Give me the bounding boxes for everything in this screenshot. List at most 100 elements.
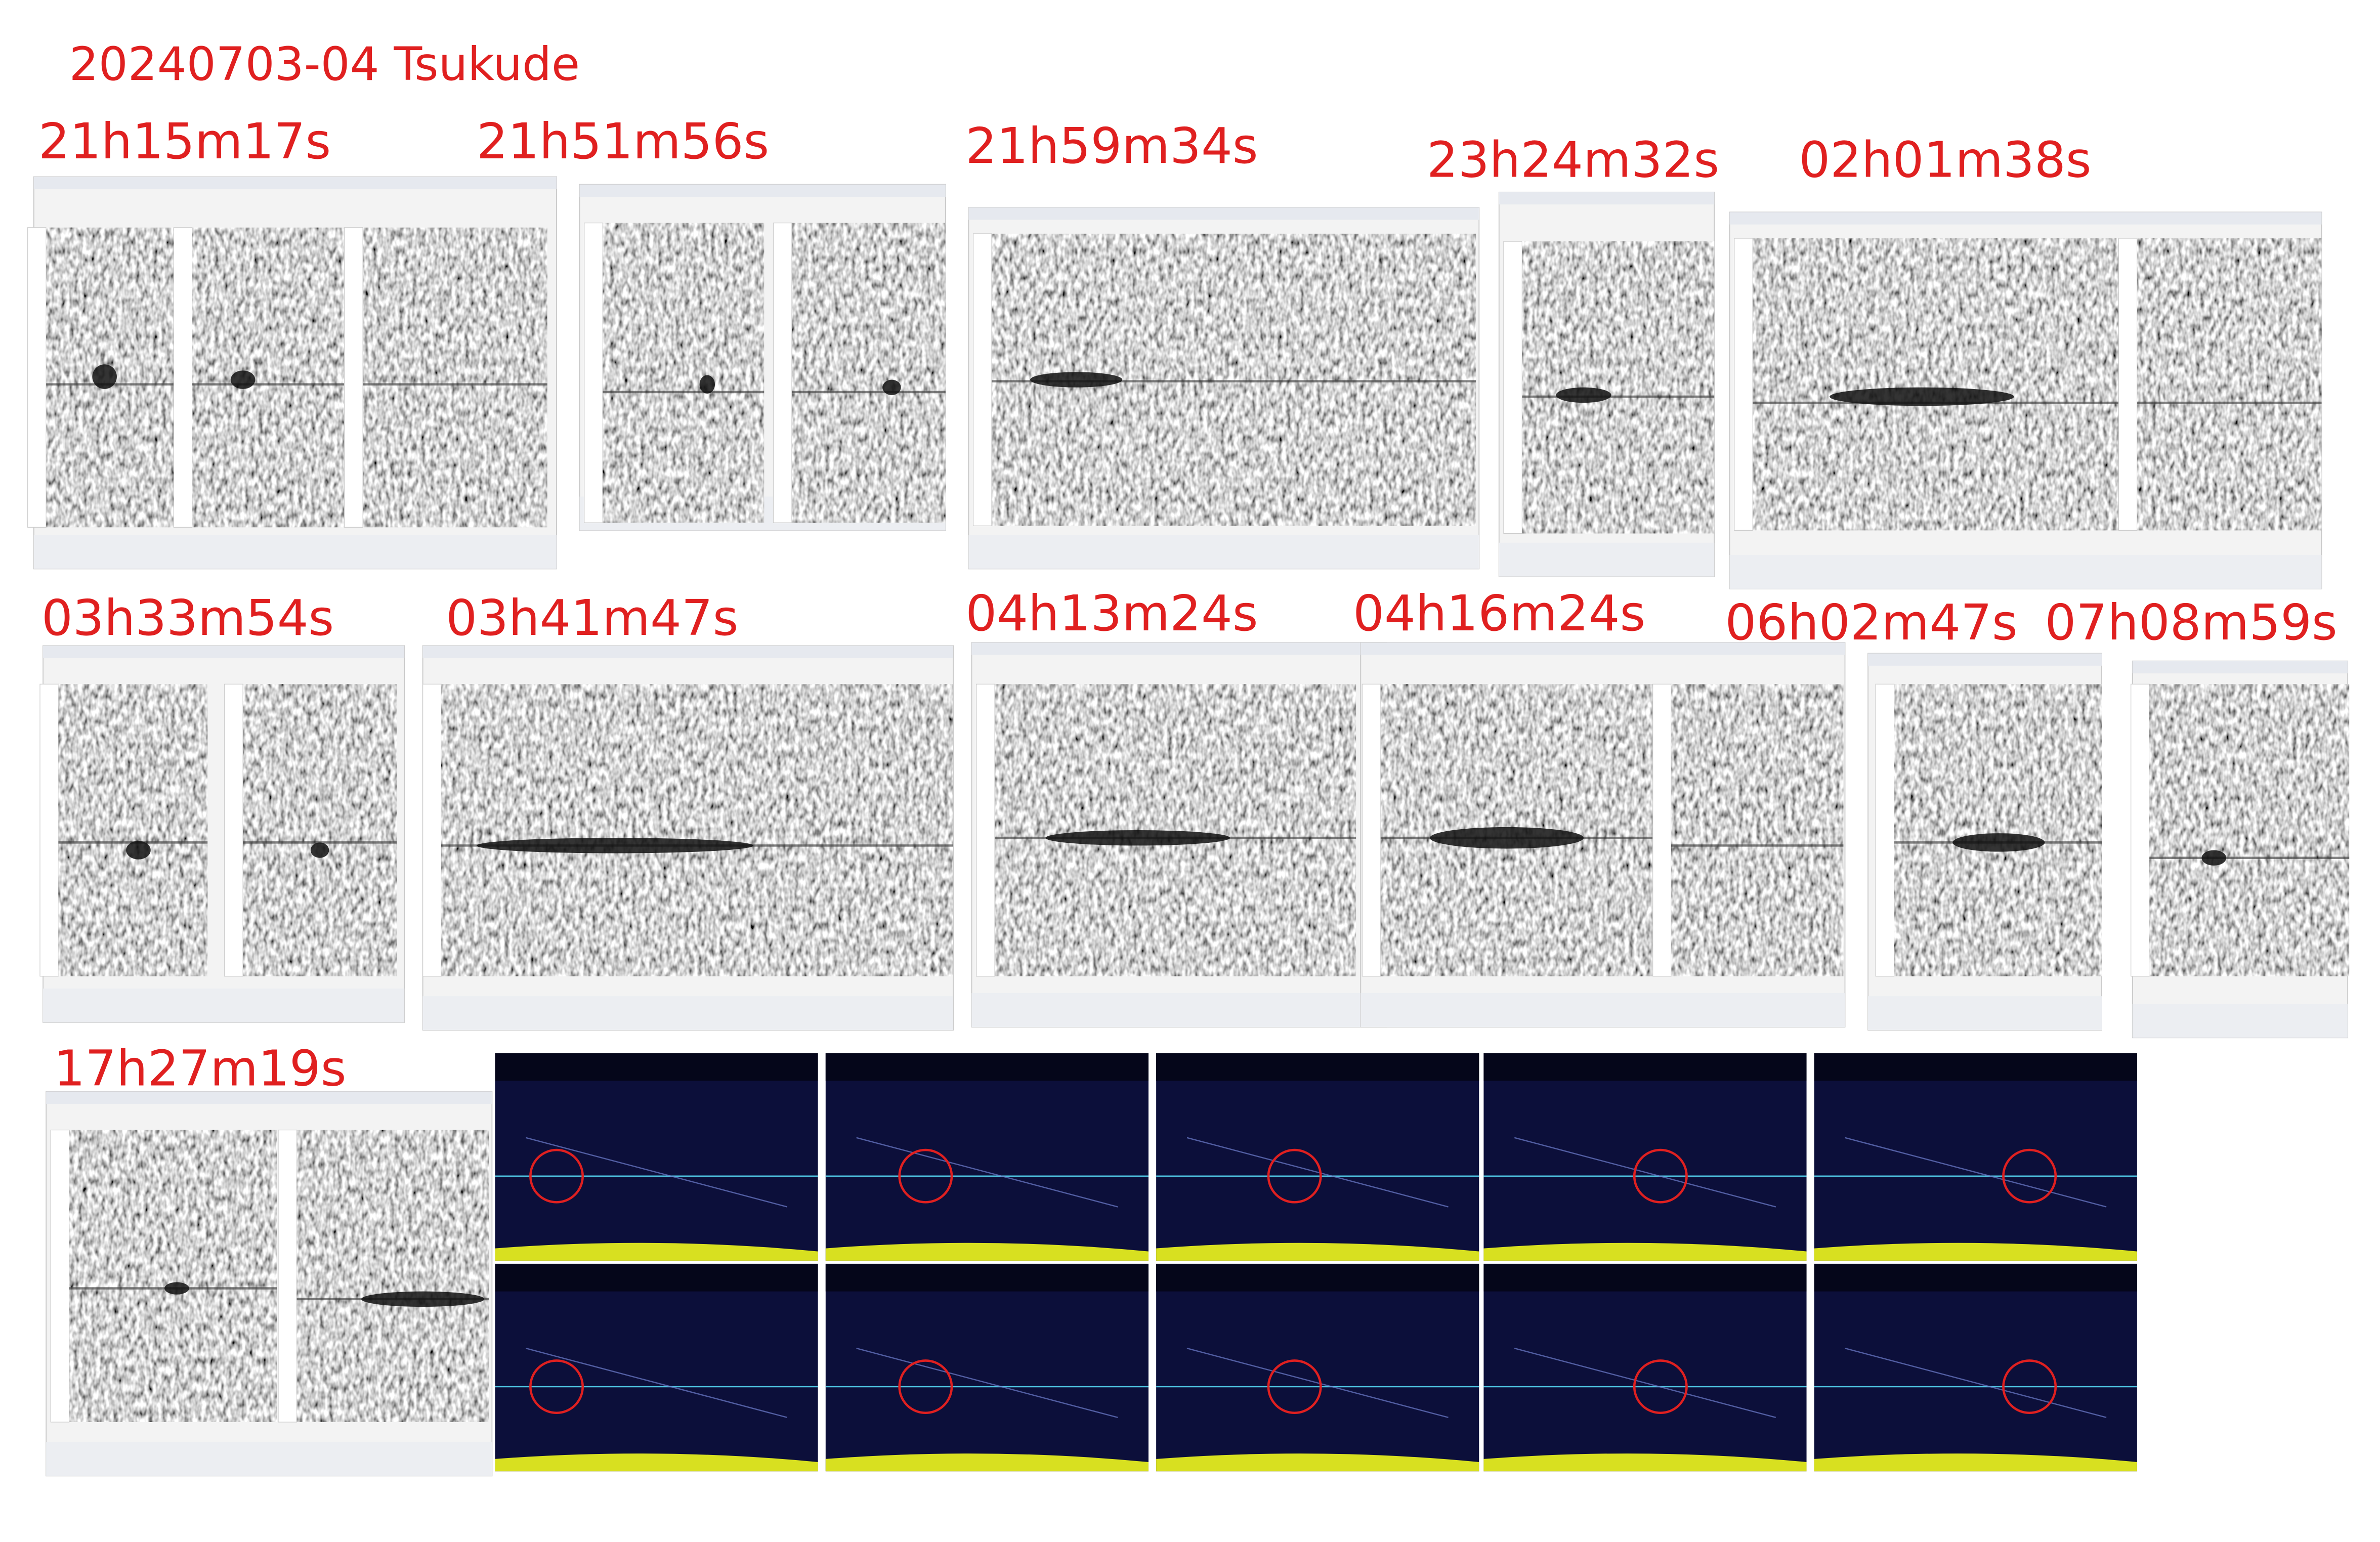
hrofft-panel: [1814, 1263, 2137, 1472]
meteor-echo: [1030, 372, 1123, 388]
capture-time: 03h33m54s: [41, 589, 334, 647]
toolbar: [968, 207, 1479, 220]
toolbar: [2132, 661, 2348, 674]
spectrogram: [995, 684, 1356, 976]
toolbar: [971, 642, 1387, 655]
detection-circle: [529, 1359, 584, 1415]
meteor-echo: [361, 1291, 485, 1307]
hrofft-spectrum: [825, 1453, 1149, 1472]
spectrogram: [603, 223, 764, 523]
capture-time: 03h41m47s: [446, 589, 738, 647]
spectrogram: [791, 223, 946, 523]
meteor-echo: [1952, 833, 2045, 852]
spectrogram: [69, 1130, 277, 1422]
toolbar: [579, 184, 946, 197]
capture-time: 07h08m59s: [2045, 594, 2338, 651]
hrofft-trace: [1514, 1347, 1776, 1419]
axis-strip: [2118, 238, 2138, 531]
capture-time: 02h01m38s: [1799, 131, 2091, 188]
hrofft-panel: [1483, 1263, 1807, 1472]
status-bar: [1729, 555, 2322, 589]
toolbar: [1729, 212, 2322, 225]
axis-strip: [173, 227, 193, 528]
hrofft-header: [825, 1263, 1149, 1292]
hrofft-header: [1156, 1053, 1479, 1081]
hrofft-spectrum: [1814, 1243, 2137, 1261]
meteor-echo: [164, 1282, 189, 1295]
hrofft-header: [1814, 1053, 2137, 1081]
hrofft-trace: [856, 1347, 1118, 1419]
axis-strip: [1875, 683, 1895, 977]
hrofft-spectrum: [1156, 1243, 1479, 1261]
detection-circle: [1633, 1359, 1688, 1415]
axis-strip: [1503, 241, 1522, 534]
axis-strip: [224, 683, 243, 977]
hrofft-trace: [1845, 1347, 2107, 1419]
axis-strip: [1362, 683, 1381, 977]
axis-strip: [1734, 238, 1753, 531]
axis-strip: [50, 1129, 70, 1423]
capture-time: 21h51m56s: [477, 113, 769, 170]
hrofft-spectrum: [825, 1243, 1149, 1261]
status-bar: [1361, 993, 1845, 1027]
meteor-echo: [92, 364, 117, 389]
hrofft-trace: [856, 1137, 1118, 1208]
page-title: 20240703-04 Tsukude: [69, 37, 580, 91]
axis-strip: [344, 227, 363, 528]
status-bar: [2132, 1004, 2348, 1038]
hrofft-panel: [1814, 1053, 2137, 1261]
spectrogram: [1753, 238, 2122, 531]
capture-time: 06h02m47s: [1725, 594, 2017, 651]
hrofft-header: [495, 1263, 818, 1292]
hrofft-panel: [1156, 1263, 1479, 1472]
meteor-echo: [1430, 827, 1584, 849]
detection-circle: [529, 1148, 584, 1204]
hrofft-header: [1483, 1053, 1807, 1081]
capture-time: 21h15m17s: [38, 113, 331, 170]
detection-circle: [898, 1359, 953, 1415]
capture-time: 17h27m19s: [54, 1040, 346, 1097]
meteor-echo: [310, 842, 329, 858]
hrofft-panel: [1483, 1053, 1807, 1261]
hrofft-panel: [825, 1263, 1149, 1472]
capture-time: 04h13m24s: [965, 585, 1258, 642]
axis-strip: [278, 1129, 298, 1423]
hrofft-header: [495, 1053, 818, 1081]
detection-circle: [898, 1148, 953, 1204]
axis-strip: [1652, 683, 1672, 977]
meteor-echo: [1045, 830, 1230, 846]
hrofft-spectrum: [1483, 1453, 1807, 1472]
spectrogram: [58, 684, 208, 976]
axis-strip: [773, 223, 792, 523]
status-bar: [46, 1442, 492, 1476]
detection-circle: [1633, 1148, 1688, 1204]
hrofft-header: [1483, 1263, 1807, 1292]
hrofft-spectrum: [1814, 1453, 2137, 1472]
hrofft-header: [1814, 1263, 2137, 1292]
meteor-echo: [699, 375, 715, 394]
meteor-echo: [1556, 387, 1611, 403]
spectrogram: [243, 684, 397, 976]
hrofft-trace: [1514, 1137, 1776, 1208]
hrofft-trace: [1186, 1137, 1449, 1208]
hrofft-spectrum: [1156, 1453, 1479, 1472]
toolbar: [422, 646, 954, 658]
axis-strip: [976, 683, 995, 977]
detection-circle: [2002, 1359, 2057, 1415]
meteor-echo: [230, 370, 256, 389]
capture-time: 04h16m24s: [1353, 585, 1645, 642]
toolbar: [43, 646, 405, 658]
meteor-echo: [126, 841, 151, 860]
meteor-echo: [1830, 387, 2014, 406]
hrofft-panel: [825, 1053, 1149, 1261]
capture-time: 21h59m34s: [965, 117, 1258, 175]
hrofft-spectrum: [495, 1453, 818, 1472]
hrofft-header: [1156, 1263, 1479, 1292]
hrofft-trace: [525, 1347, 788, 1419]
status-bar: [968, 535, 1479, 569]
spectrogram: [2137, 238, 2322, 531]
meteor-echo: [477, 838, 753, 853]
hrofft-panel: [495, 1053, 818, 1261]
axis-strip: [39, 683, 59, 977]
toolbar: [1361, 642, 1845, 655]
